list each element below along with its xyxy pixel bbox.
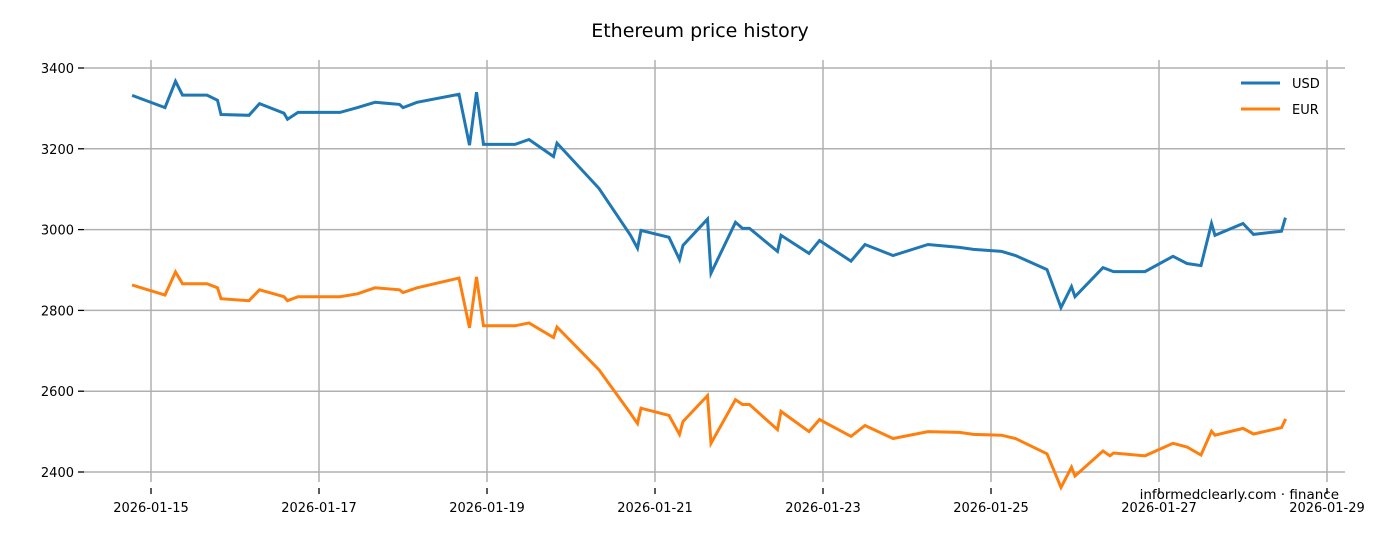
source-annotation: informedclearly.com · finance <box>1140 487 1339 503</box>
gridlines <box>84 60 1345 482</box>
y-tick-label: 2600 <box>41 385 74 400</box>
x-tick-label: 2026-01-25 <box>953 501 1029 516</box>
x-tick-label: 2026-01-15 <box>113 501 189 516</box>
legend: USD EUR <box>1241 77 1320 118</box>
series-line-eur <box>131 268 1288 491</box>
x-tick-label: 2026-01-23 <box>785 501 861 516</box>
y-tick-label: 2400 <box>41 466 74 481</box>
legend-label: USD <box>1292 77 1320 92</box>
y-axis: 2400 2600 2800 3000 3200 3400 <box>41 62 84 481</box>
y-tick-label: 3400 <box>41 62 74 77</box>
x-tick-label: 2026-01-21 <box>617 501 693 516</box>
y-tick-label: 3000 <box>41 224 74 239</box>
x-tick-label: 2026-01-19 <box>449 501 525 516</box>
chart-title: Ethereum price history <box>591 20 809 42</box>
legend-label: EUR <box>1292 103 1319 118</box>
y-tick-label: 2800 <box>41 304 74 319</box>
x-tick-label: 2026-01-17 <box>281 501 357 516</box>
series-line-usd <box>131 77 1287 312</box>
x-axis: 2026-01-15 2026-01-17 2026-01-19 2026-01-21… <box>113 488 1365 516</box>
x-tick-label: 2026-01-29 <box>1289 501 1365 516</box>
legend-item-eur: EUR <box>1241 103 1319 118</box>
legend-item-usd: USD <box>1241 77 1320 92</box>
y-tick-label: 3200 <box>41 143 74 158</box>
series-lines <box>131 77 1288 491</box>
x-tick-label: 2026-01-27 <box>1121 501 1197 516</box>
